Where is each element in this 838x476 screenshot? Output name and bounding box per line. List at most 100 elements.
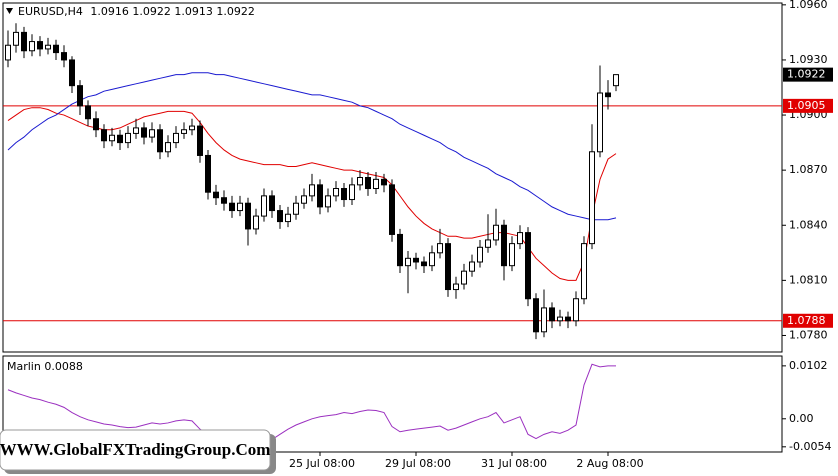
candle-body (437, 243, 443, 254)
candle-body (413, 257, 419, 263)
x-tick-label: 29 Jul 08:00 (385, 457, 451, 470)
candle-body (245, 202, 251, 230)
candle-body (333, 188, 339, 197)
candle-body (373, 178, 379, 190)
candle-body (293, 202, 299, 215)
level-tag (783, 98, 833, 113)
candle-body (157, 129, 163, 153)
candle-body (277, 210, 283, 223)
candle-body (269, 195, 275, 212)
indicator-line (7, 363, 616, 449)
y-tick-label: 1.0780 (789, 328, 828, 341)
price-label: 1.0922 (787, 68, 826, 81)
candle-body (125, 132, 131, 144)
candle-body (101, 129, 107, 142)
candle-body (533, 298, 539, 333)
high: 1.0922 (132, 5, 171, 18)
candle-body (461, 270, 467, 285)
candle-body (573, 298, 579, 322)
candle-body (389, 184, 395, 235)
candle-body (165, 142, 171, 153)
candle-body (501, 224, 507, 267)
candle-body (589, 151, 595, 245)
candle-body (309, 184, 315, 197)
watermark: WWW.GlobalFXTradingGroup.Com (0, 440, 270, 459)
candle-body (301, 195, 307, 204)
candle-body (45, 44, 51, 50)
candle-body (485, 239, 491, 248)
candle-body (205, 154, 211, 193)
watermark-panel (0, 429, 271, 471)
x-tick-label: 25 Jul 08:00 (289, 457, 355, 470)
candle-body (381, 178, 387, 186)
low: 1.0913 (174, 5, 213, 18)
y2-tick-label: 0.00 (789, 412, 814, 425)
candle-body (349, 184, 355, 201)
candle-body (469, 261, 475, 272)
candle-body (285, 213, 291, 223)
candle-body (365, 177, 371, 190)
level-label: 1.0905 (787, 99, 826, 112)
candle-body (421, 261, 427, 267)
candle-body (29, 41, 35, 52)
price-tag (783, 67, 833, 82)
candle-body (197, 125, 203, 156)
candle-body (597, 92, 603, 153)
candle-body (77, 85, 83, 107)
candle-body (261, 195, 267, 217)
candle-body (317, 184, 323, 208)
candle-body (325, 195, 331, 208)
candle-body (93, 118, 99, 131)
watermark-box: WWW.GlobalFXTradingGroup.Com (0, 429, 276, 474)
plot: 1.09601.09301.09001.08701.08401.08101.07… (3, 0, 833, 470)
candle-body (405, 257, 411, 267)
y-tick-label: 1.0870 (789, 163, 828, 176)
candle-body (117, 134, 123, 144)
candle-body (493, 224, 499, 241)
candle-body (69, 59, 75, 87)
candle-body (141, 127, 147, 138)
y-tick-label: 1.0840 (789, 218, 828, 231)
candle-body (149, 129, 155, 138)
candle-body (477, 246, 483, 263)
candle-body (21, 31, 27, 52)
candle-body (453, 283, 459, 291)
candle-body (253, 215, 259, 230)
candle-body (173, 132, 179, 144)
candle-body (541, 307, 547, 333)
indicator-label: Marlin 0.0088 (7, 360, 83, 373)
candle-body (13, 31, 19, 46)
y2-tick-label: -0.0054 (789, 440, 831, 453)
candle-body (237, 202, 243, 212)
close: 1.0922 (216, 5, 255, 18)
candle-body (213, 191, 219, 199)
open: 1.0916 (90, 5, 129, 18)
candle-body (53, 44, 59, 54)
candle-body (181, 129, 187, 134)
candle-body (5, 44, 11, 61)
candle-body (605, 92, 611, 98)
candle-body (357, 177, 363, 186)
candle-body (341, 188, 347, 201)
candle-body (109, 134, 115, 142)
candle-body (37, 41, 43, 50)
x-tick-label: 31 Jul 08:00 (481, 457, 547, 470)
symbol: EURUSD,H4 (18, 5, 83, 18)
candle-body (525, 232, 531, 300)
y2-tick-label: 0.0102 (789, 359, 828, 372)
level-tag (783, 313, 833, 328)
candle-body (445, 243, 451, 291)
candle-body (189, 125, 195, 131)
candle-body (85, 105, 91, 120)
y-tick-label: 1.0930 (789, 53, 828, 66)
candle-body (613, 74, 619, 87)
candle-body (221, 197, 227, 204)
moving-average (7, 107, 617, 281)
candle-body (549, 307, 555, 322)
candle-body (133, 127, 139, 134)
candle-body (397, 233, 403, 267)
candle-body (581, 243, 587, 300)
indicator-panel (2, 355, 783, 453)
